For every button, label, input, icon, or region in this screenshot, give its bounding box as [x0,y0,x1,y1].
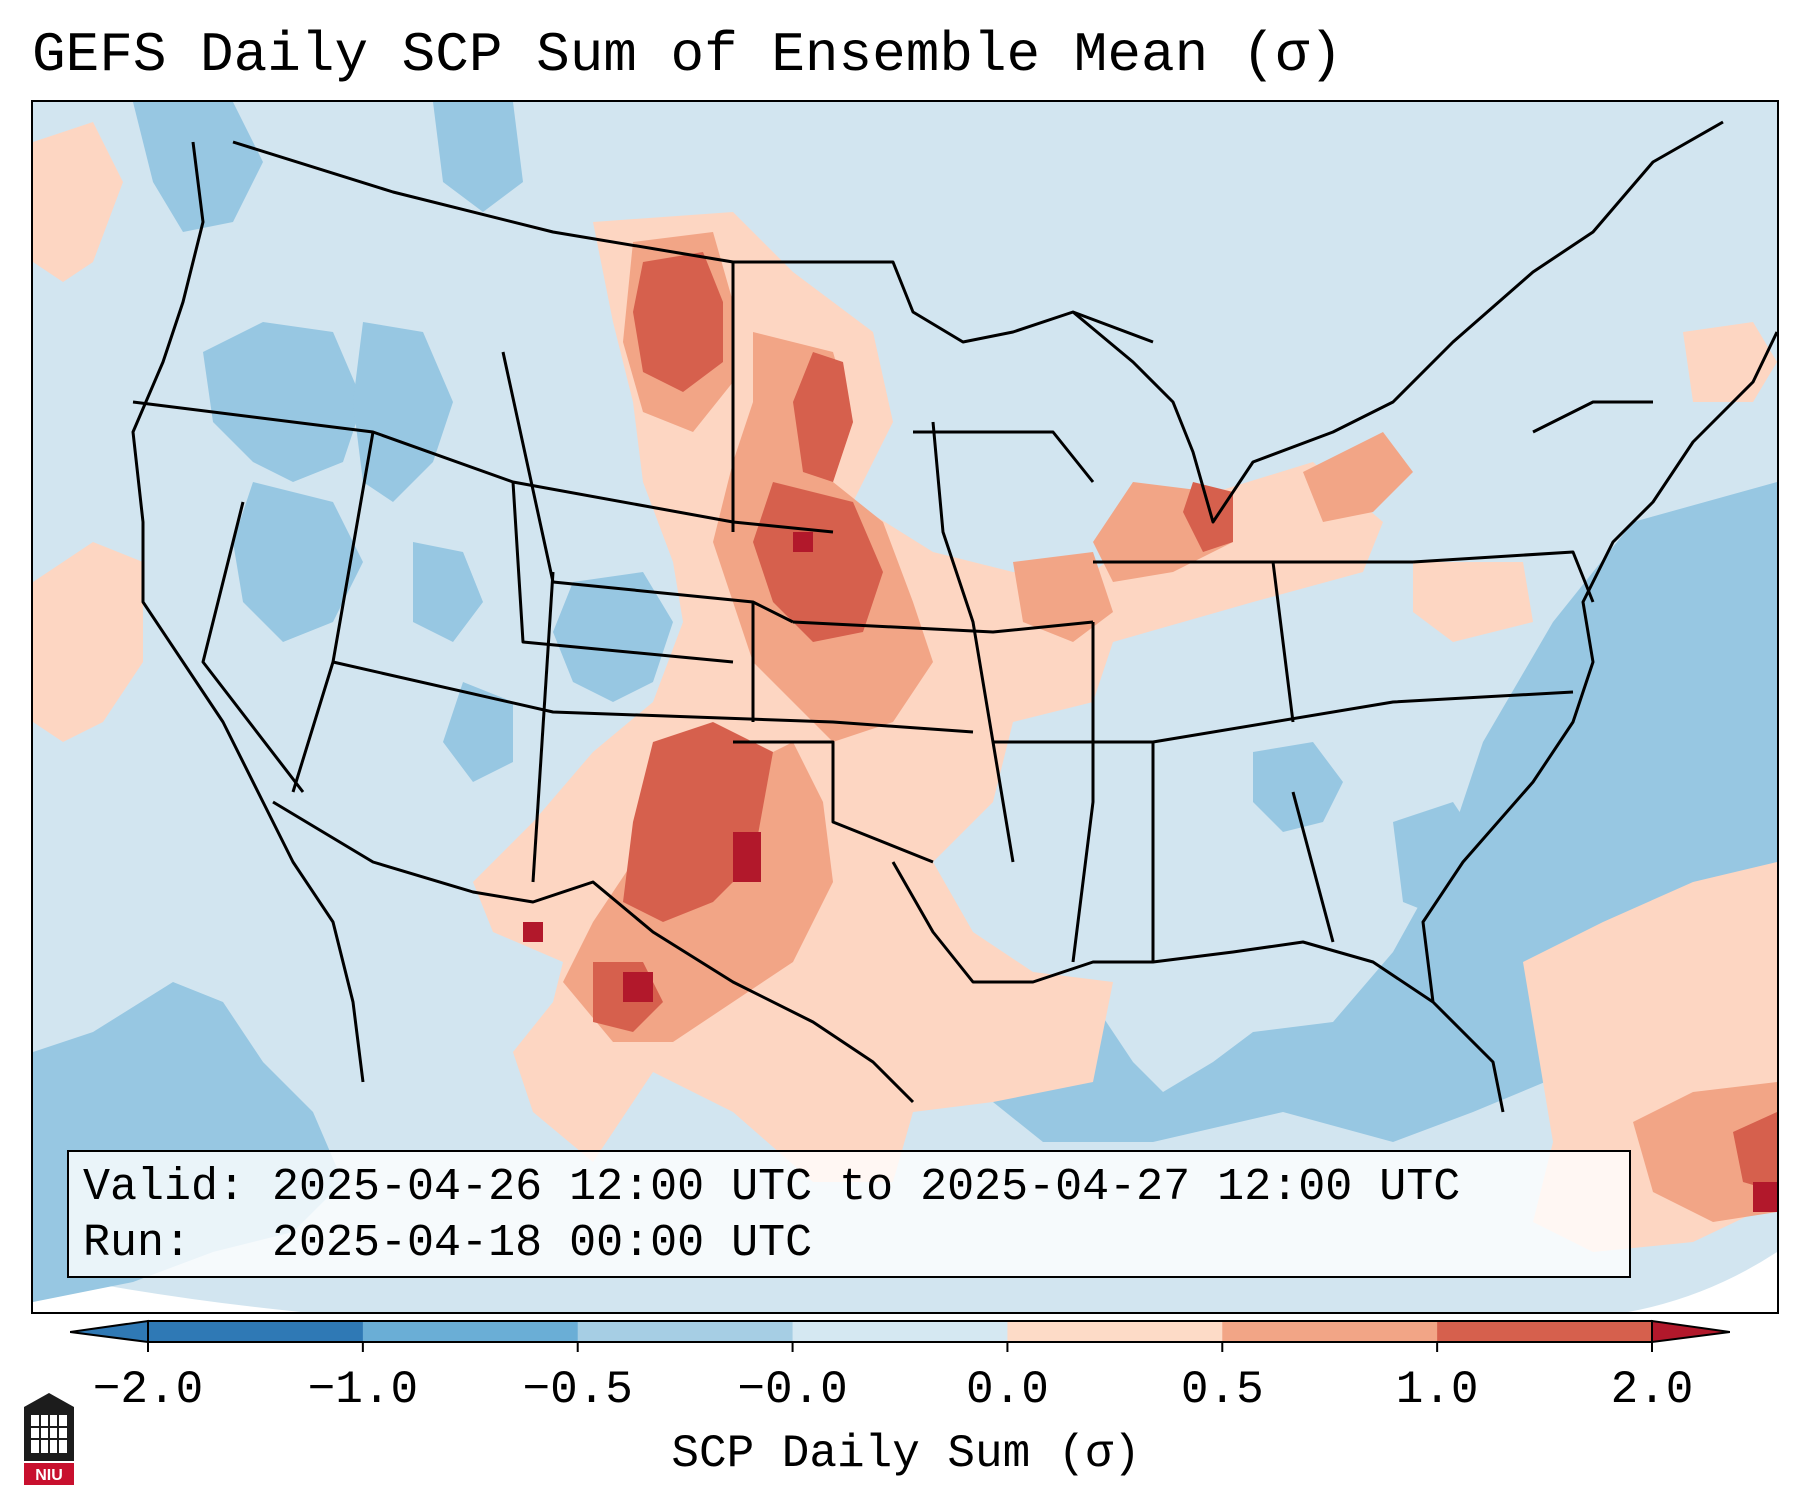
colorbar [70,1319,1730,1352]
colorbar-cell [1222,1321,1438,1342]
state-line-6 [501,351,794,624]
state-line-5 [531,571,555,883]
gulf-coast [891,861,1505,1113]
colorbar-label: SCP Daily Sum (σ) [671,1428,1141,1480]
positive-anomaly-strong [593,252,1777,1192]
state-line-9 [733,740,934,864]
colorbar-tick-label: −0.0 [737,1364,848,1416]
colorbar-outline [147,1320,1653,1343]
state-line-4 [332,660,974,734]
state-line-21 [511,481,734,664]
run-time-line: Run: 2025-04-18 00:00 UTC [83,1218,813,1269]
colorbar-extend-high [1651,1319,1730,1344]
state-line-10 [931,421,1015,863]
map-corner-blank-right [1627,1252,1777,1312]
pacific-coast [131,141,365,1083]
state-line-13 [993,690,1574,744]
colorbar-cell [1437,1321,1653,1342]
colorbar-extend-low [70,1319,149,1344]
colorbar-cell [148,1321,364,1342]
colorbar-cell [577,1321,794,1342]
boundary-lines [131,120,1777,1113]
colorbar-tick-label: −2.0 [92,1364,204,1416]
state-line-15 [1271,561,1295,723]
valid-time-box: Valid: 2025-04-26 12:00 UTC to 2025-04-2… [67,1150,1631,1278]
state-line-16 [1291,791,1335,943]
state-line-20 [913,430,1095,483]
colorbar-tick-label: 2.0 [1610,1364,1694,1416]
great-lakes-outline [1072,120,1724,524]
colorbar-tick-label: 0.0 [966,1364,1049,1416]
colorbar-tick-label: 1.0 [1395,1364,1479,1416]
colorbar-cells [148,1321,1653,1342]
state-line-19 [1532,400,1653,434]
colorbar-cell [792,1321,1008,1342]
university-logo-icon: NIU [24,1393,74,1485]
colorbar-tick-marks [147,1342,1653,1352]
map-title: GEFS Daily SCP Sum of Ensemble Mean (σ) [32,23,1343,87]
colorbar-tick-label: 0.5 [1180,1364,1264,1416]
mexico-border [272,800,915,1104]
state-line-17 [1412,550,1595,603]
colorbar-cell [362,1321,579,1342]
atlantic-coast [1421,331,1777,1003]
canada-border [232,140,1154,344]
valid-time-line: Valid: 2025-04-26 12:00 UTC to 2025-04-2… [83,1162,1461,1213]
state-line-2 [201,501,305,793]
map-corner-blank [33,1272,301,1312]
colorbar-tick-label: −1.0 [307,1364,419,1416]
positive-anomaly-extreme [523,532,1777,1212]
map-panel [31,100,1779,1314]
state-line-11 [792,620,1094,634]
state-line-12 [1071,622,1095,963]
colorbar-cell [1007,1321,1223,1342]
colorbar-tick-label: −0.5 [522,1364,633,1416]
logo-text: NIU [35,1467,63,1484]
scp-anomaly-map [33,102,1777,1312]
